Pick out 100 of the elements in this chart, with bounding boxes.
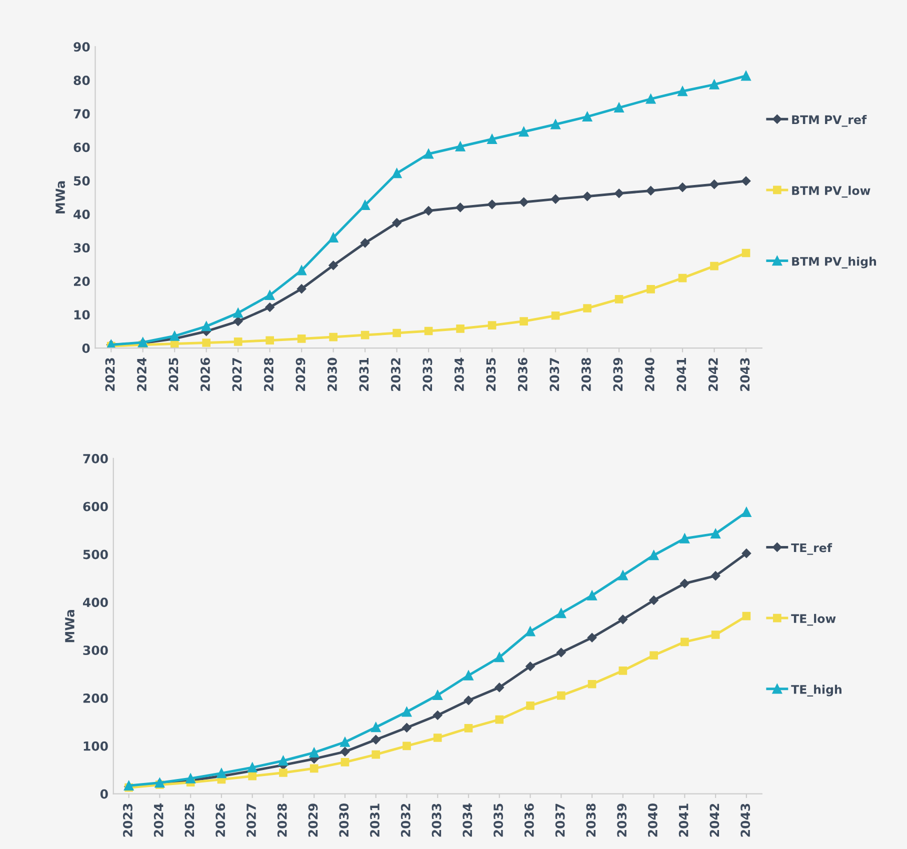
point — [582, 192, 592, 202]
x-tick-label: 2043 — [740, 804, 750, 837]
x-tick-label: 2032 — [400, 804, 410, 837]
point — [310, 764, 318, 773]
point — [646, 186, 656, 196]
y-tick-label: 30 — [74, 243, 90, 253]
point — [248, 772, 257, 780]
point — [372, 750, 380, 759]
point — [392, 328, 401, 338]
point — [329, 332, 338, 342]
legend-label: TE_high — [791, 684, 842, 697]
point — [680, 534, 690, 544]
point — [487, 134, 497, 144]
y-tick-label: 70 — [74, 109, 90, 119]
point — [487, 200, 497, 210]
point — [678, 86, 688, 96]
legend-label: BTM PV_ref — [792, 115, 867, 127]
x-tick-label: 2041 — [678, 804, 688, 837]
point — [556, 608, 566, 618]
point — [742, 507, 752, 517]
x-tick-label: 2043 — [740, 358, 750, 391]
x-tick-label: 2037 — [550, 358, 560, 391]
x-tick-label: 2034 — [454, 358, 464, 391]
point — [464, 696, 474, 706]
x-tick-label: 2027 — [246, 804, 256, 837]
point — [556, 691, 566, 700]
point — [402, 742, 411, 750]
point — [340, 737, 350, 747]
point — [360, 330, 370, 340]
point — [424, 326, 433, 336]
point — [648, 550, 659, 560]
y-tick-label: 90 — [74, 42, 90, 52]
x-tick-label: 2035 — [494, 804, 504, 837]
point — [202, 338, 211, 347]
point — [264, 290, 275, 300]
point — [456, 202, 465, 212]
x-tick-label: 2036 — [518, 358, 528, 391]
point — [519, 197, 528, 207]
point — [650, 651, 658, 660]
point — [247, 762, 258, 772]
point — [340, 758, 350, 766]
point — [526, 662, 535, 672]
point — [233, 308, 243, 318]
point — [556, 648, 566, 658]
point — [340, 747, 350, 756]
point — [518, 126, 529, 137]
point — [392, 218, 402, 228]
x-tick-label: 2023 — [122, 804, 132, 837]
point — [582, 112, 592, 122]
point — [680, 578, 690, 588]
point — [265, 302, 274, 312]
point — [742, 612, 751, 620]
point — [424, 206, 434, 216]
x-tick-label: 2042 — [708, 358, 718, 391]
point — [495, 715, 504, 724]
point — [424, 148, 434, 159]
point — [618, 614, 628, 624]
y-tick-label: 500 — [83, 550, 108, 560]
x-tick-label: 2027 — [232, 358, 242, 391]
x-tick-label: 2025 — [184, 804, 194, 837]
y-tick-label: 200 — [83, 693, 108, 703]
point — [742, 548, 752, 558]
y-tick-label: 60 — [74, 142, 90, 152]
point — [710, 180, 719, 189]
point — [614, 188, 624, 198]
y-tick-label: 40 — [74, 210, 90, 220]
x-tick-label: 2038 — [581, 358, 591, 391]
point — [550, 120, 560, 130]
y-tick-label: 10 — [74, 310, 90, 320]
x-tick-label: 2031 — [359, 358, 369, 391]
legend-label: TE_low — [791, 614, 836, 626]
point — [360, 238, 370, 248]
point — [455, 142, 466, 152]
point — [234, 338, 242, 346]
point — [525, 626, 536, 636]
point — [678, 182, 688, 192]
point — [614, 295, 624, 304]
y-tick-label: 0 — [100, 789, 108, 799]
x-tick-label: 2033 — [422, 358, 432, 391]
point — [170, 331, 180, 341]
point — [279, 768, 288, 777]
point — [618, 666, 628, 675]
point — [742, 248, 750, 258]
point — [710, 528, 720, 539]
y-tick-label: 600 — [83, 502, 108, 512]
x-tick-label: 2032 — [390, 358, 400, 391]
point — [551, 311, 560, 320]
x-tick-label: 2025 — [168, 358, 178, 391]
x-tick-label: 2031 — [370, 804, 380, 837]
point — [433, 734, 442, 742]
x-tick-label: 2033 — [432, 804, 442, 837]
point — [614, 102, 624, 113]
y-tick-label: 100 — [84, 741, 108, 751]
point — [360, 200, 370, 210]
x-tick-label: 2024 — [137, 358, 146, 391]
point — [741, 176, 751, 186]
point — [678, 274, 687, 282]
y-axis-title: MWa — [65, 610, 74, 642]
y-tick-label: 50 — [74, 176, 90, 186]
x-tick-label: 2035 — [486, 358, 496, 391]
